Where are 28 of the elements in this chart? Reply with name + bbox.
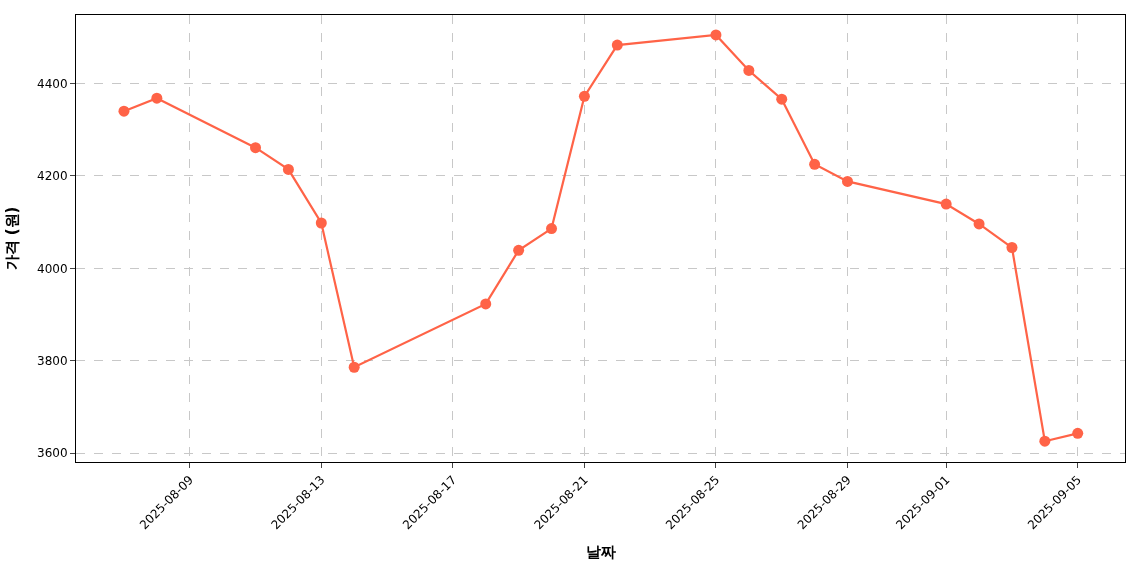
point	[710, 29, 722, 41]
point	[118, 105, 130, 117]
point	[842, 175, 853, 187]
point	[940, 198, 952, 210]
point	[348, 361, 360, 373]
y-tick-label: 3800	[37, 353, 68, 368]
point	[743, 64, 755, 76]
point	[611, 39, 623, 51]
point	[480, 298, 492, 310]
point	[513, 244, 525, 256]
point	[578, 90, 590, 102]
point	[776, 93, 788, 105]
point	[809, 158, 821, 170]
point	[546, 223, 558, 235]
x-axis-title: 날짜	[585, 543, 616, 562]
point	[250, 142, 262, 154]
point	[973, 218, 985, 230]
y-tick-label: 4400	[37, 76, 68, 91]
point	[1072, 427, 1084, 439]
point	[315, 217, 327, 229]
y-tick-label: 4200	[37, 169, 68, 184]
y-axis-title: 가격 (원)	[3, 206, 22, 271]
point	[151, 92, 163, 104]
point	[1039, 435, 1051, 447]
point	[282, 163, 294, 175]
y-tick-label: 4000	[37, 261, 68, 276]
y-tick-label: 3600	[37, 446, 68, 461]
point	[1006, 242, 1018, 254]
